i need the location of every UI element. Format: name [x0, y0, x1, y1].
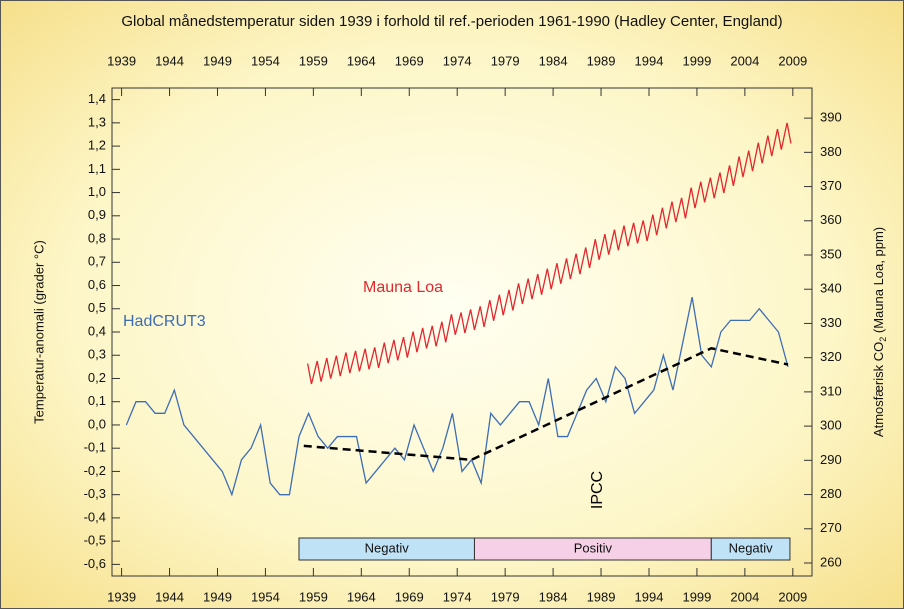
series-label: HadCRUT3 [123, 313, 206, 330]
y-tick-label: 0,0 [88, 416, 106, 431]
y2-tick-label: 360 [820, 212, 842, 227]
y2-tick-label: 300 [820, 418, 842, 433]
y-axis-label: Temperatur-anomali (grader °C) [31, 240, 46, 424]
y-tick-label: -0,2 [84, 463, 106, 478]
y-tick-label: -0,5 [84, 533, 106, 548]
x-tick-label-bottom: 1959 [299, 589, 328, 604]
x-tick-label-bottom: 1989 [587, 589, 616, 604]
x-tick-label-bottom: 2004 [730, 589, 759, 604]
x-tick-label-top: 1999 [682, 53, 711, 68]
y2-tick-label: 260 [820, 554, 842, 569]
y2-label-part: (Mauna Loa, ppm) [871, 227, 886, 337]
x-tick-label-bottom: 1984 [539, 589, 568, 604]
y2-axis-label: Atmosfærisk CO2 (Mauna Loa, ppm) [871, 227, 888, 437]
x-tick-label-top: 1994 [635, 53, 664, 68]
y2-tick-label: 290 [820, 452, 842, 467]
chart-title: Global månedstemperatur siden 1939 i for… [121, 13, 782, 30]
x-tick-label-top: 2004 [730, 53, 759, 68]
x-tick-label-bottom: 1969 [395, 589, 424, 604]
x-tick-label-top: 1989 [587, 53, 616, 68]
x-tick-label-top: 1974 [443, 53, 472, 68]
y-tick-label: -0,3 [84, 486, 106, 501]
y2-label-part: Atmosfærisk CO [871, 342, 886, 437]
series-label: Mauna Loa [363, 279, 443, 296]
x-tick-label-bottom: 1974 [443, 589, 472, 604]
y-tick-label: 1,1 [88, 161, 106, 176]
y2-tick-label: 330 [820, 315, 842, 330]
y2-tick-label: 350 [820, 246, 842, 261]
x-tick-label-top: 1964 [347, 53, 376, 68]
y2-tick-label: 340 [820, 281, 842, 296]
y-tick-label: 1,4 [88, 91, 106, 106]
y2-tick-label: 370 [820, 178, 842, 193]
y2-tick-label: 310 [820, 383, 842, 398]
x-tick-label-bottom: 1964 [347, 589, 376, 604]
y-tick-label: 0,6 [88, 277, 106, 292]
x-tick-label-top: 1959 [299, 53, 328, 68]
x-tick-label-bottom: 1944 [155, 589, 184, 604]
x-tick-label-bottom: 1994 [635, 589, 664, 604]
x-tick-label-top: 1969 [395, 53, 424, 68]
series-line [303, 346, 789, 462]
y-tick-label: 0,4 [88, 323, 106, 338]
x-tick-label-bottom: 1954 [251, 589, 280, 604]
y-tick-label: -0,1 [84, 440, 106, 455]
phase-label: Negativ [365, 540, 410, 555]
x-tick-label-bottom: 2009 [778, 589, 807, 604]
y2-tick-label: 270 [820, 520, 842, 535]
x-tick-label-bottom: 1949 [203, 589, 232, 604]
y-tick-label: 0,1 [88, 393, 106, 408]
y2-tick-label: 280 [820, 486, 842, 501]
y-tick-label: 0,7 [88, 254, 106, 269]
y-tick-label: 1,0 [88, 184, 106, 199]
y-tick-label: 0,8 [88, 230, 106, 245]
phase-label: Positiv [574, 540, 613, 555]
y-tick-label: 0,3 [88, 347, 106, 362]
y2-tick-label: 320 [820, 349, 842, 364]
y-tick-label: -0,6 [84, 556, 106, 571]
phase-label: Negativ [729, 540, 774, 555]
x-tick-label-top: 1984 [539, 53, 568, 68]
series-line [306, 122, 792, 385]
y-tick-label: 0,2 [88, 370, 106, 385]
x-tick-label-top: 1939 [107, 53, 136, 68]
y2-tick-label: 380 [820, 144, 842, 159]
series-label: IPCC [589, 471, 606, 509]
x-tick-label-top: 2009 [778, 53, 807, 68]
y-tick-label: 0,5 [88, 300, 106, 315]
y-tick-label: 0,9 [88, 207, 106, 222]
y-tick-label: 1,3 [88, 114, 106, 129]
y2-tick-label: 390 [820, 110, 842, 125]
x-tick-label-top: 1979 [491, 53, 520, 68]
y2-label-sub: 2 [878, 337, 888, 342]
x-tick-label-bottom: 1939 [107, 589, 136, 604]
y-tick-label: 1,2 [88, 138, 106, 153]
x-tick-label-top: 1944 [155, 53, 184, 68]
x-tick-label-bottom: 1979 [491, 589, 520, 604]
x-tick-label-bottom: 1999 [682, 589, 711, 604]
series-line [125, 297, 789, 497]
x-tick-label-top: 1954 [251, 53, 280, 68]
x-tick-label-top: 1949 [203, 53, 232, 68]
y-tick-label: -0,4 [84, 509, 106, 524]
phase-box [710, 537, 791, 561]
